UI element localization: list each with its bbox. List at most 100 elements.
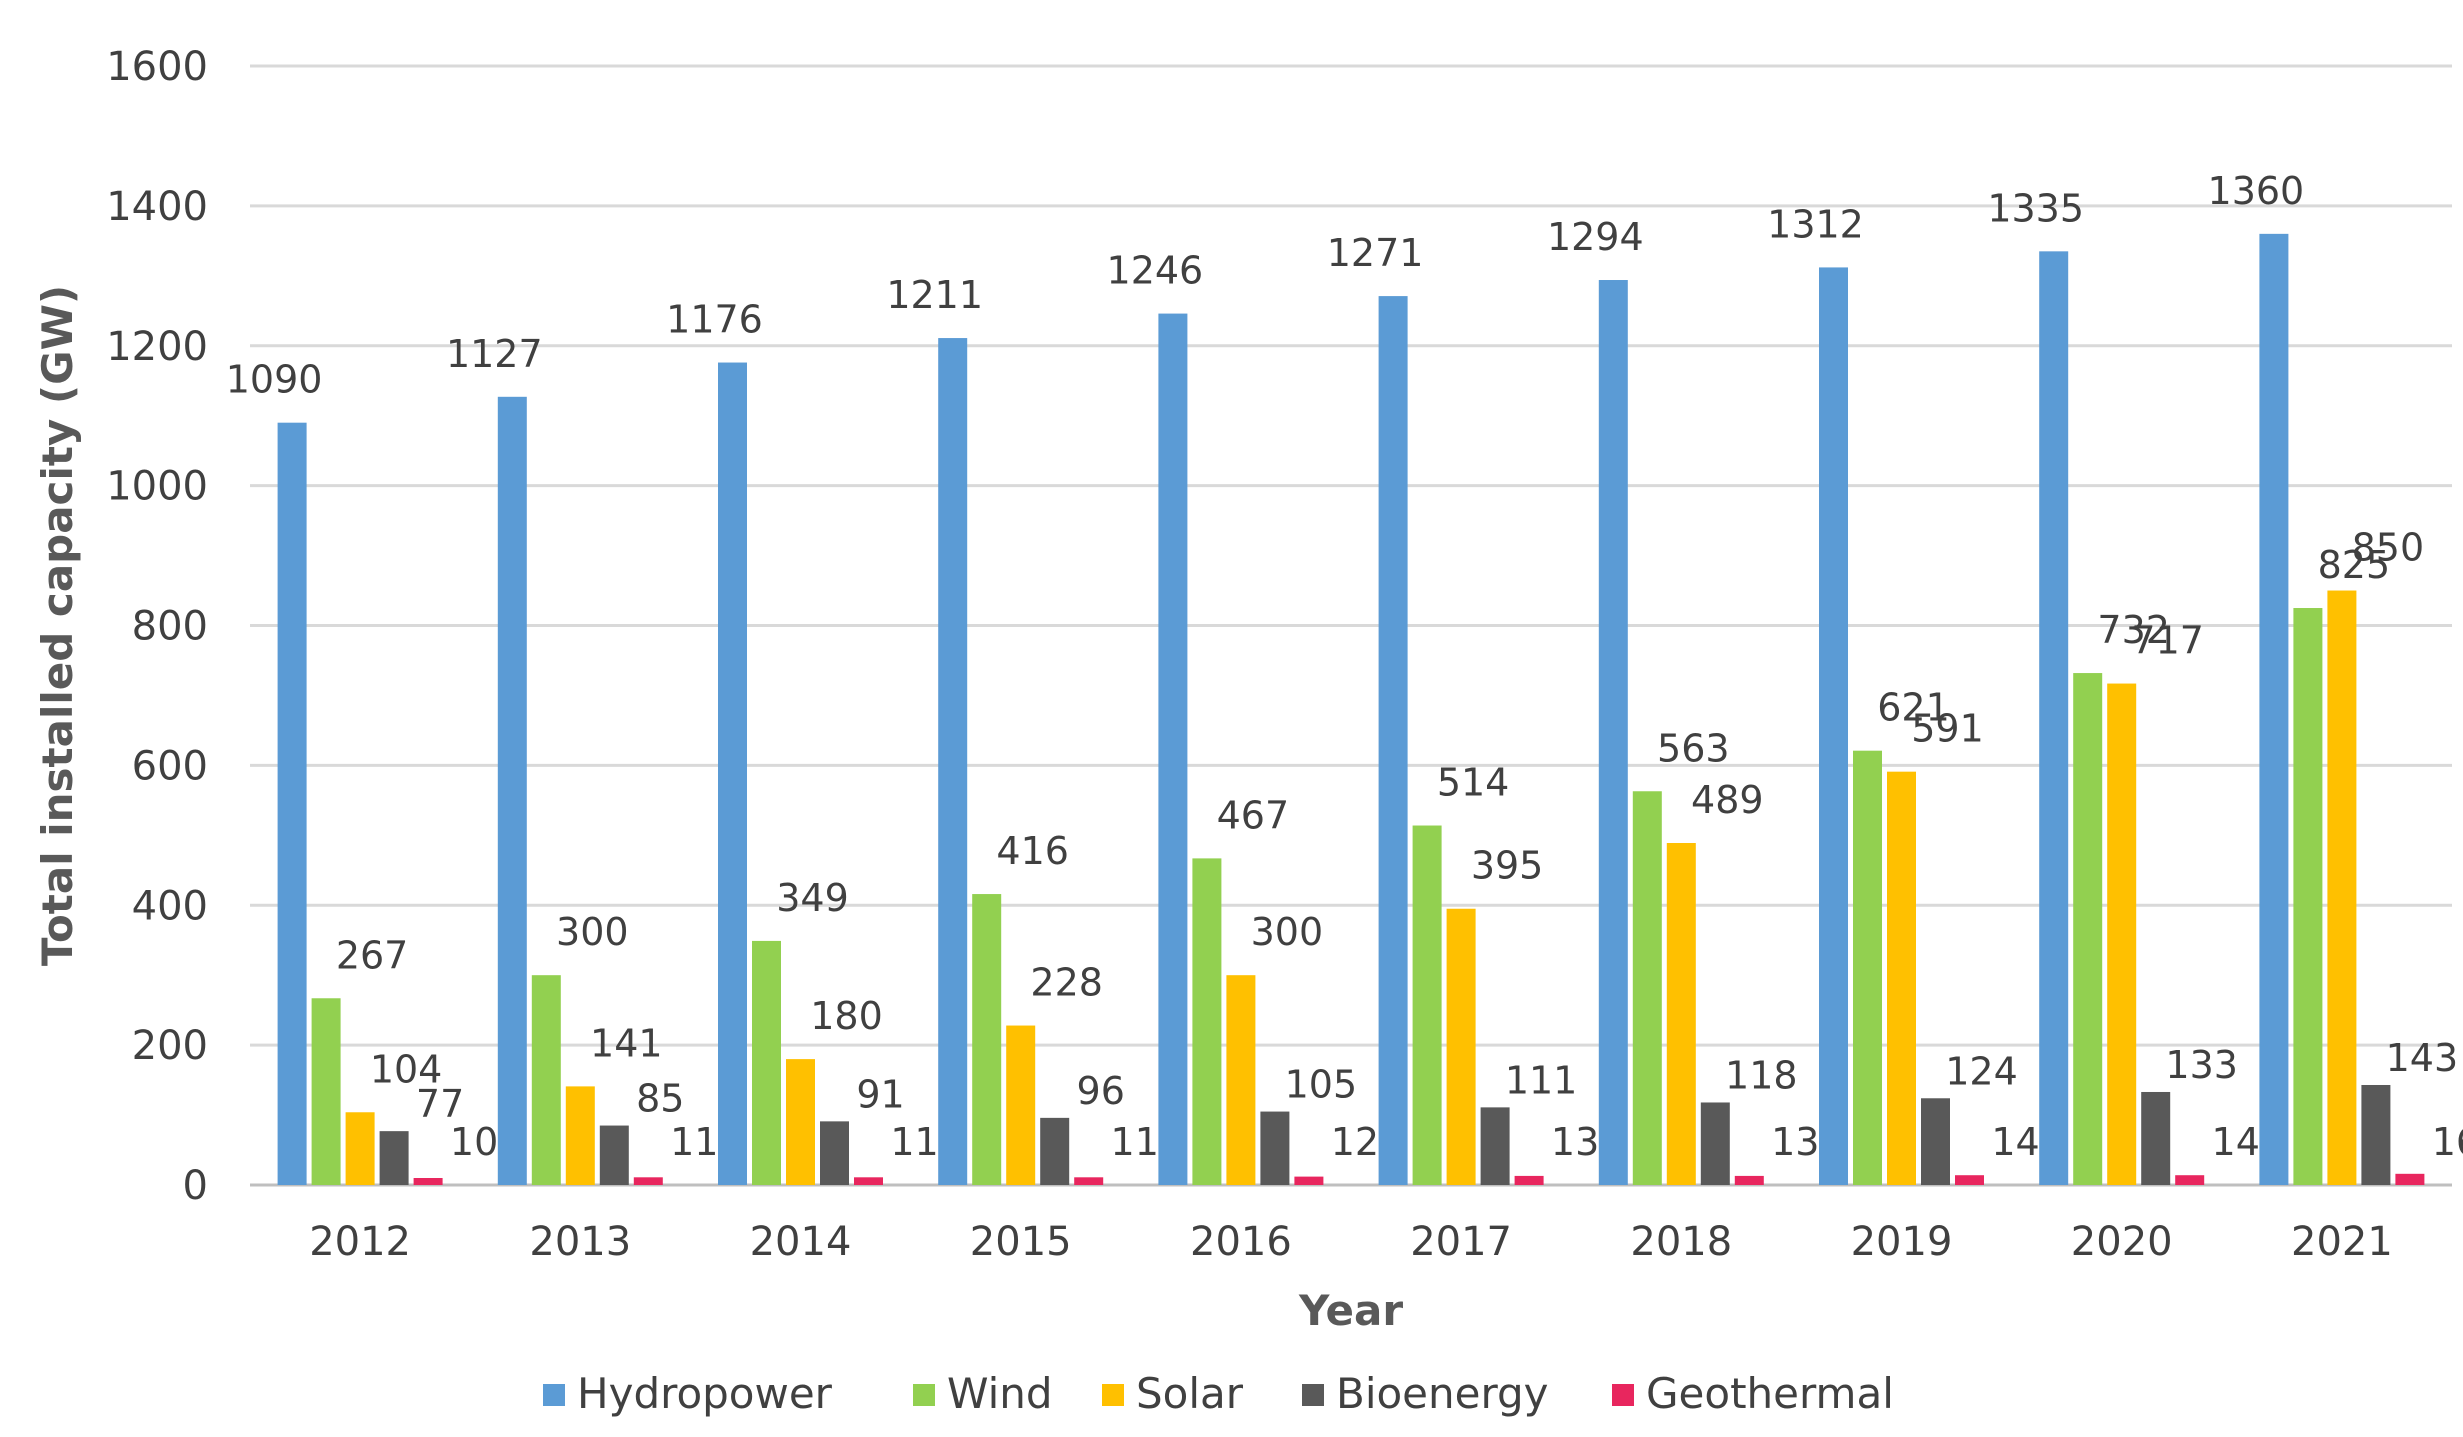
bar-wind-2016 [1192, 858, 1222, 1185]
bar-geothermal-2017 [1514, 1175, 1544, 1185]
data-label-wind-2020: 732 [2097, 608, 2170, 652]
bar-solar-2021 [2327, 590, 2357, 1185]
data-label-wind-2012: 267 [336, 933, 409, 977]
bar-solar-2012 [345, 1112, 375, 1185]
bar-wind-2012 [311, 998, 341, 1185]
bar-wind-2021 [2293, 608, 2323, 1185]
data-label-solar-2017: 395 [1471, 844, 1544, 888]
bar-solar-2020 [2107, 683, 2137, 1185]
data-label-bioenergy-2018: 118 [1725, 1053, 1798, 1097]
x-axis-title: Year [1298, 1286, 1403, 1335]
bar-hydropower-2013 [497, 396, 527, 1185]
data-label-wind-2021: 825 [2318, 543, 2391, 587]
y-tick-label: 1000 [106, 464, 208, 510]
bar-bioenergy-2015 [1040, 1117, 1070, 1185]
y-axis-title: Total installed capacity (GW) [33, 285, 82, 966]
data-label-bioenergy-2017: 111 [1505, 1058, 1578, 1102]
bar-hydropower-2020 [2039, 251, 2069, 1186]
data-labels: 1090267104771011273001418511117634918091… [226, 169, 2463, 1164]
data-label-hydropower-2020: 1335 [1987, 186, 2084, 230]
legend-label-bioenergy: Bioenergy [1336, 1369, 1549, 1418]
bar-bioenergy-2021 [2361, 1084, 2391, 1185]
bars [277, 233, 2425, 1186]
data-label-wind-2015: 416 [996, 829, 1069, 873]
x-tick-label: 2018 [1630, 1219, 1732, 1265]
x-tick-label: 2012 [309, 1219, 411, 1265]
bar-wind-2018 [1632, 791, 1662, 1185]
data-label-wind-2017: 514 [1437, 761, 1510, 805]
bar-bioenergy-2014 [820, 1121, 849, 1185]
data-label-geothermal-2017: 13 [1551, 1120, 1599, 1164]
data-label-hydropower-2012: 1090 [226, 358, 323, 402]
bar-geothermal-2012 [413, 1178, 443, 1185]
data-label-hydropower-2021: 1360 [2208, 169, 2305, 213]
legend-swatch-solar [1102, 1384, 1124, 1406]
data-label-wind-2014: 349 [776, 876, 849, 920]
data-label-wind-2018: 563 [1657, 726, 1730, 770]
legend-swatch-bioenergy [1302, 1384, 1324, 1406]
data-label-geothermal-2018: 13 [1771, 1120, 1819, 1164]
bar-geothermal-2019 [1955, 1175, 1984, 1185]
y-tick-label: 200 [132, 1023, 208, 1069]
data-label-bioenergy-2016: 105 [1285, 1063, 1358, 1107]
bar-wind-2013 [531, 975, 561, 1185]
data-label-wind-2019: 621 [1877, 686, 1950, 730]
bar-bioenergy-2018 [1700, 1102, 1730, 1185]
data-label-geothermal-2016: 12 [1331, 1120, 1379, 1164]
legend-label-hydropower: Hydropower [577, 1369, 833, 1418]
data-label-bioenergy-2021: 143 [2386, 1036, 2459, 1080]
data-label-solar-2014: 180 [810, 994, 883, 1038]
data-label-geothermal-2021: 16 [2432, 1120, 2463, 1164]
bar-geothermal-2013 [633, 1177, 663, 1185]
x-tick-label: 2020 [2071, 1219, 2173, 1265]
data-label-wind-2013: 300 [556, 910, 629, 954]
x-tick-label: 2015 [970, 1219, 1072, 1265]
legend-label-geothermal: Geothermal [1646, 1369, 1894, 1418]
y-tick-label: 600 [132, 743, 208, 789]
legend-label-solar: Solar [1136, 1369, 1244, 1418]
data-label-bioenergy-2019: 124 [1945, 1049, 2018, 1093]
data-label-solar-2020: 717 [2131, 619, 2204, 663]
bar-wind-2015 [972, 894, 1002, 1185]
data-label-solar-2012: 104 [370, 1047, 443, 1091]
x-tick-label: 2013 [529, 1219, 631, 1265]
data-label-solar-2015: 228 [1030, 961, 1103, 1005]
bar-hydropower-2021 [2259, 233, 2289, 1186]
data-label-hydropower-2017: 1271 [1327, 231, 1424, 275]
bar-bioenergy-2012 [379, 1131, 409, 1185]
bar-solar-2018 [1666, 843, 1696, 1185]
data-label-solar-2019: 591 [1911, 707, 1984, 751]
bar-solar-2013 [565, 1086, 595, 1185]
data-label-geothermal-2014: 11 [890, 1120, 938, 1164]
bar-bioenergy-2013 [599, 1125, 629, 1185]
bar-geothermal-2021 [2395, 1173, 2425, 1185]
data-label-hydropower-2014: 1176 [666, 298, 763, 342]
bar-wind-2017 [1412, 825, 1442, 1185]
bar-hydropower-2016 [1158, 313, 1188, 1185]
gridlines [250, 64, 2452, 1187]
y-axis-ticks: 0 200 400 600 800 1000 1200 1400 1600 [106, 44, 208, 1209]
x-axis-ticks: 2012 2013 2014 2015 2016 2017 2018 2019 2020 2021 [309, 1219, 2393, 1265]
data-label-solar-2018: 489 [1691, 778, 1764, 822]
bar-hydropower-2019 [1819, 267, 1848, 1185]
data-label-hydropower-2018: 1294 [1547, 215, 1644, 259]
bar-solar-2017 [1446, 908, 1476, 1185]
legend-swatch-hydropower [543, 1384, 565, 1406]
data-label-solar-2021: 850 [2352, 526, 2425, 570]
data-label-solar-2016: 300 [1251, 910, 1324, 954]
data-label-bioenergy-2013: 85 [636, 1077, 684, 1121]
y-tick-label: 1400 [106, 184, 208, 230]
bar-hydropower-2017 [1378, 296, 1408, 1185]
x-tick-label: 2019 [1851, 1219, 1953, 1265]
bar-geothermal-2014 [854, 1177, 883, 1185]
data-label-geothermal-2020: 14 [2212, 1120, 2260, 1164]
bar-bioenergy-2020 [2141, 1091, 2171, 1185]
bar-solar-2014 [786, 1059, 815, 1185]
bar-wind-2019 [1853, 750, 1882, 1185]
data-label-hydropower-2013: 1127 [446, 332, 543, 376]
bar-geothermal-2015 [1074, 1177, 1104, 1185]
bar-geothermal-2016 [1294, 1176, 1324, 1185]
bar-bioenergy-2016 [1260, 1111, 1290, 1185]
legend-label-wind: Wind [947, 1369, 1053, 1418]
data-label-geothermal-2015: 11 [1111, 1120, 1159, 1164]
